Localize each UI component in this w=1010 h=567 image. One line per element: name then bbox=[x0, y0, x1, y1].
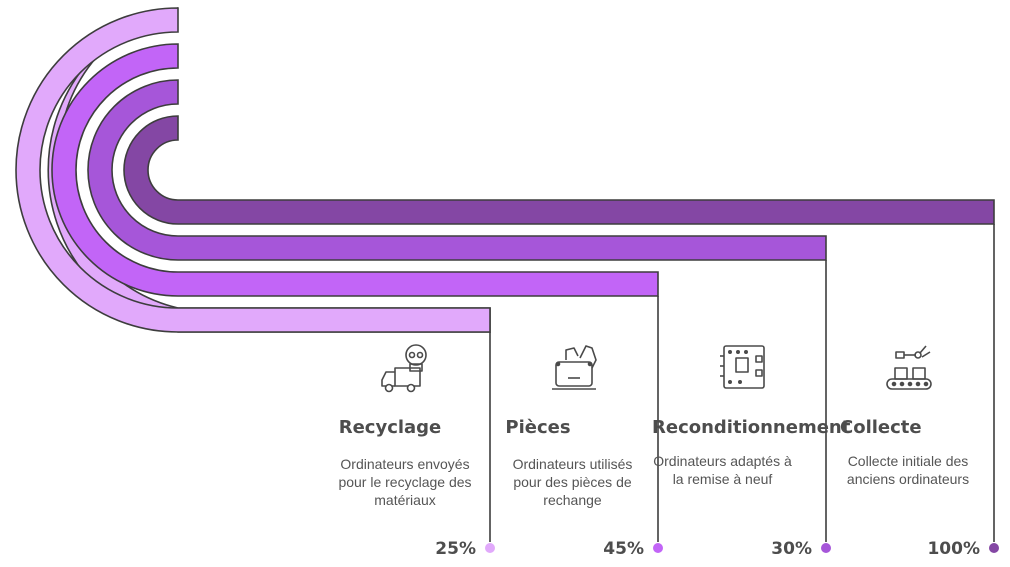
stage-reconditionnement: Reconditionnement bbox=[652, 417, 851, 438]
band-pieces bbox=[51, 43, 659, 297]
stage-recyclage: Recyclage bbox=[330, 417, 450, 438]
stage-dot bbox=[485, 543, 495, 553]
stage-dot bbox=[653, 543, 663, 553]
band-recyclage-body bbox=[15, 7, 491, 333]
stage-description: Ordinateurs envoyés pour le recyclage de… bbox=[338, 456, 472, 508]
stage-dot bbox=[821, 543, 831, 553]
stage-percent: 45% bbox=[603, 539, 644, 559]
stage-percent: 30% bbox=[771, 539, 812, 559]
stage-dot bbox=[989, 543, 999, 553]
band-reconditionnement bbox=[87, 79, 827, 261]
stage-percent: 25% bbox=[435, 539, 476, 559]
stage-description: Ordinateurs utilisés pour des pièces de … bbox=[512, 456, 633, 508]
band-collecte bbox=[123, 115, 995, 225]
stage-title: Reconditionnement bbox=[652, 417, 851, 438]
stage-title: Pièces bbox=[505, 417, 571, 438]
stage-percent: 100% bbox=[927, 539, 980, 559]
truck-skull-icon bbox=[381, 344, 427, 393]
stage-description: Ordinateurs adaptés à la remise à neuf bbox=[653, 453, 792, 487]
stage-title: Collecte bbox=[840, 417, 922, 438]
stage-pieces: Pièces bbox=[498, 417, 578, 438]
circuit-board-icon bbox=[720, 345, 765, 389]
conveyor-robot-icon bbox=[886, 345, 932, 390]
stage-title: Recyclage bbox=[338, 417, 442, 438]
laptop-hand-icon bbox=[552, 345, 597, 390]
stage-collecte: Collecte bbox=[840, 417, 922, 438]
stage-description: Collecte initiale des anciens ordinateur… bbox=[846, 453, 970, 487]
